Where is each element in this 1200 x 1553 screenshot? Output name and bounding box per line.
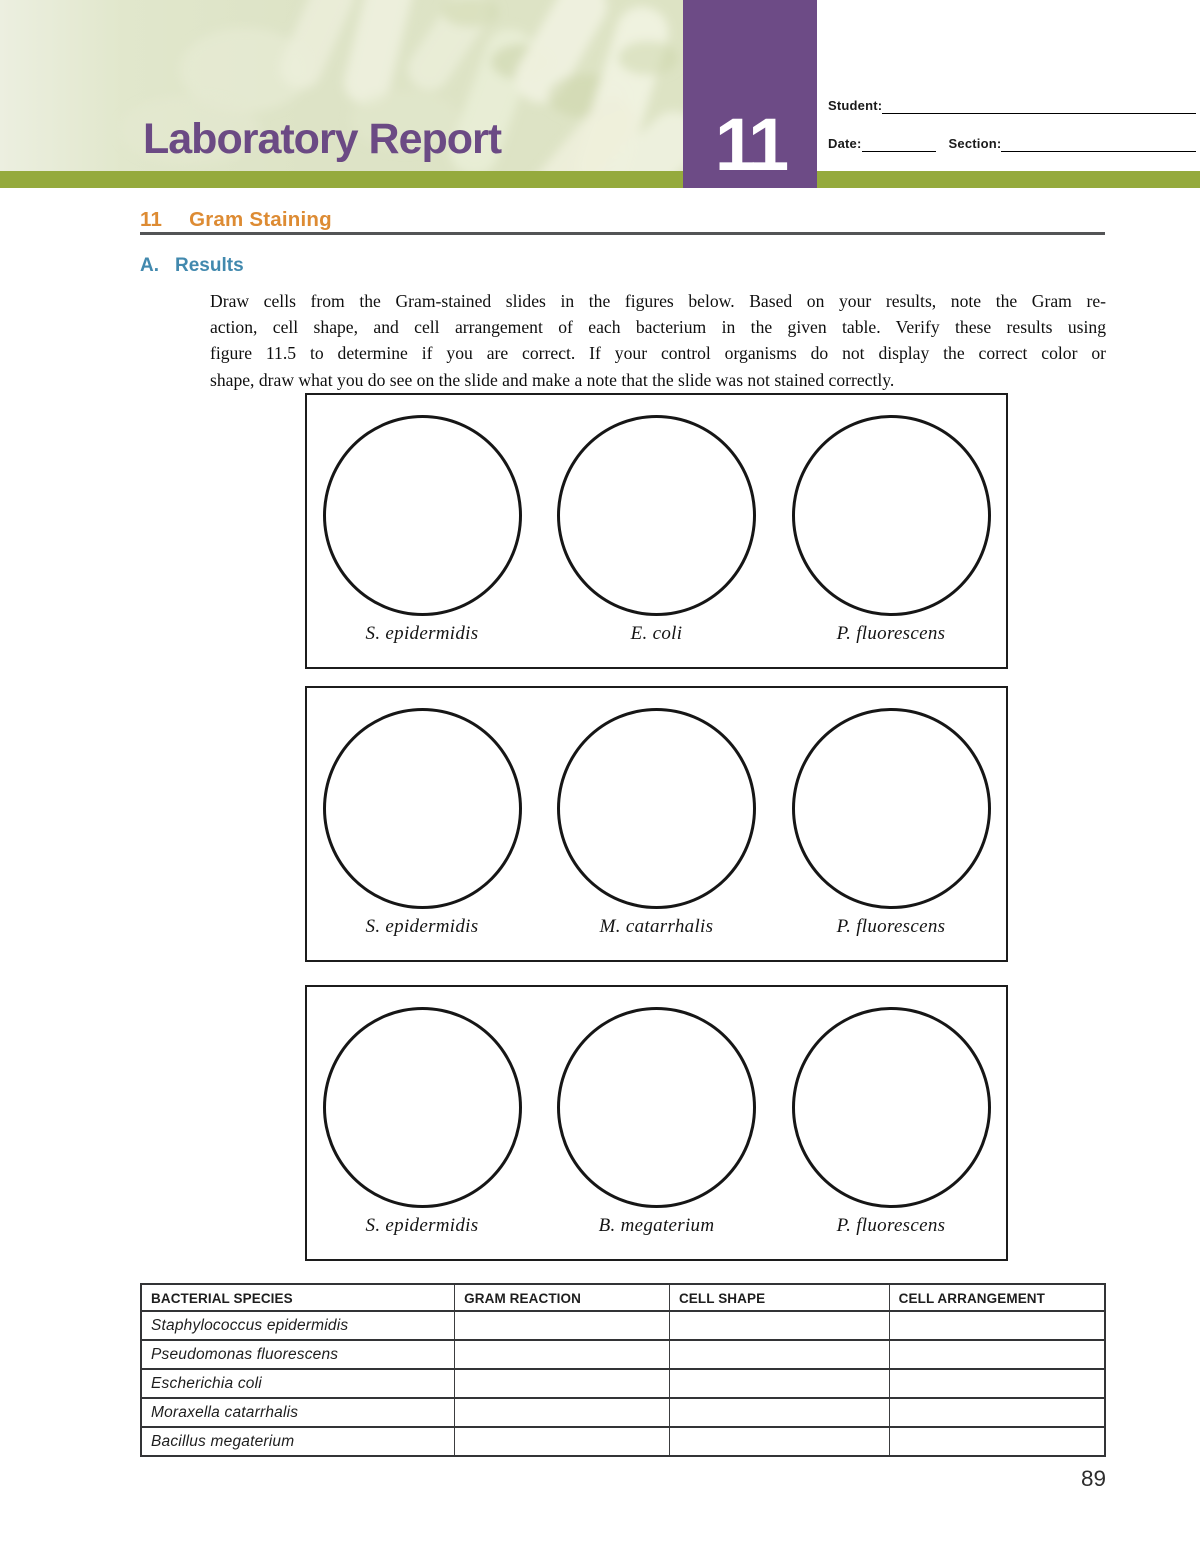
cell-arrangement-cell[interactable] bbox=[888, 1368, 1106, 1399]
drawing-circle[interactable] bbox=[322, 1007, 522, 1208]
paragraph-line: Draw cells from the Gram-stained slides … bbox=[210, 291, 1106, 311]
instructions-paragraph: Draw cells from the Gram-stained slides … bbox=[210, 288, 1106, 393]
drawing-circle[interactable] bbox=[791, 708, 991, 909]
date-input-line[interactable] bbox=[861, 138, 936, 152]
cell-shape-cell[interactable] bbox=[668, 1426, 890, 1457]
slide: S. epidermidis bbox=[316, 987, 528, 1259]
heading-rule bbox=[140, 232, 1105, 235]
slide: M. catarrhalis bbox=[551, 688, 763, 960]
gram-reaction-cell[interactable] bbox=[454, 1310, 670, 1341]
date-label: Date: bbox=[828, 136, 862, 151]
cell-arrangement-cell[interactable] bbox=[888, 1310, 1106, 1341]
drawing-circle[interactable] bbox=[322, 415, 522, 616]
slide: P. fluorescens bbox=[785, 688, 997, 960]
bacteria-micrograph-art bbox=[120, 0, 683, 171]
paragraph-line: action, cell shape, and cell arrangement… bbox=[210, 317, 1106, 338]
chapter-heading: 11 Gram Staining bbox=[140, 208, 332, 232]
species-cell: Moraxella catarrhalis bbox=[140, 1397, 456, 1428]
slide-label: S. epidermidis bbox=[365, 916, 479, 937]
student-info-fields: Student: Date: Section: bbox=[828, 0, 1196, 171]
chapter-number-box: 11 bbox=[683, 0, 817, 188]
paragraph-line: figure 11.5 to determine if you are corr… bbox=[210, 343, 1106, 364]
column-header-cell-arrangement: CELL ARRANGEMENT bbox=[888, 1283, 1106, 1312]
slide: S. epidermidis bbox=[316, 688, 528, 960]
drawing-circle[interactable] bbox=[791, 415, 991, 616]
gram-reaction-cell[interactable] bbox=[454, 1339, 670, 1370]
species-cell: Escherichia coli bbox=[140, 1368, 456, 1399]
table-row: Bacillus megaterium bbox=[140, 1426, 1106, 1457]
header-divider-bar bbox=[0, 171, 1200, 188]
cell-shape-cell[interactable] bbox=[668, 1397, 890, 1428]
drawing-circle[interactable] bbox=[557, 415, 756, 616]
figure-box-2: S. epidermidis M. catarrhalis P. fluores… bbox=[305, 686, 1008, 962]
drawing-circle[interactable] bbox=[322, 708, 522, 909]
cell-arrangement-cell[interactable] bbox=[888, 1397, 1106, 1428]
column-header-cell-shape: CELL SHAPE bbox=[668, 1283, 890, 1312]
section-input-line[interactable] bbox=[1001, 138, 1196, 152]
page-number: 89 bbox=[1080, 1466, 1106, 1491]
bacteria-texture-image bbox=[0, 0, 683, 171]
cell-shape-cell[interactable] bbox=[668, 1339, 890, 1370]
slide: P. fluorescens bbox=[785, 987, 997, 1259]
species-cell: Staphylococcus epidermidis bbox=[140, 1310, 456, 1341]
results-table: BACTERIAL SPECIES GRAM REACTION CELL SHA… bbox=[140, 1283, 1106, 1457]
figure-box-3: S. epidermidis B. megaterium P. fluoresc… bbox=[305, 985, 1008, 1261]
slide-label: P. fluorescens bbox=[836, 1215, 946, 1236]
date-section-field-row: Date: Section: bbox=[828, 134, 1196, 152]
header-banner: Laboratory Report 11 Student: Date: Sect… bbox=[0, 0, 1200, 188]
gram-reaction-cell[interactable] bbox=[454, 1368, 670, 1399]
student-input-line[interactable] bbox=[882, 100, 1196, 114]
slide-label: P. fluorescens bbox=[836, 916, 946, 937]
results-heading: A. Results bbox=[140, 255, 244, 277]
student-label: Student: bbox=[828, 98, 883, 113]
gram-reaction-cell[interactable] bbox=[454, 1397, 670, 1428]
slide-label: P. fluorescens bbox=[836, 623, 946, 644]
drawing-circle[interactable] bbox=[791, 1007, 991, 1208]
species-cell: Bacillus megaterium bbox=[140, 1426, 456, 1457]
report-title: Laboratory Report bbox=[143, 115, 502, 163]
slide-label: E. coli bbox=[630, 623, 683, 644]
slide-label: S. epidermidis bbox=[365, 623, 479, 644]
column-header-bacterial-species: BACTERIAL SPECIES bbox=[140, 1283, 456, 1312]
table-row: Escherichia coli bbox=[140, 1368, 1106, 1399]
section-label: Section: bbox=[948, 136, 1002, 151]
cell-arrangement-cell[interactable] bbox=[888, 1339, 1106, 1370]
slide: B. megaterium bbox=[551, 987, 763, 1259]
chapter-number: 11 bbox=[714, 103, 789, 187]
figure-box-1: S. epidermidis E. coli P. fluorescens bbox=[305, 393, 1008, 669]
species-cell: Pseudomonas fluorescens bbox=[140, 1339, 456, 1370]
slide-label: S. epidermidis bbox=[365, 1215, 479, 1236]
drawing-circle[interactable] bbox=[557, 1007, 756, 1208]
cell-shape-cell[interactable] bbox=[668, 1368, 890, 1399]
table-row: Moraxella catarrhalis bbox=[140, 1397, 1106, 1428]
slide: E. coli bbox=[551, 395, 763, 667]
cell-arrangement-cell[interactable] bbox=[888, 1426, 1106, 1457]
table-header-row: BACTERIAL SPECIES GRAM REACTION CELL SHA… bbox=[140, 1283, 1106, 1312]
slide: P. fluorescens bbox=[785, 395, 997, 667]
gram-reaction-cell[interactable] bbox=[454, 1426, 670, 1457]
student-field-row: Student: bbox=[828, 96, 1196, 114]
slide-label: B. megaterium bbox=[598, 1215, 715, 1236]
results-heading-title: Results bbox=[175, 255, 244, 276]
results-heading-letter: A. bbox=[140, 255, 159, 276]
table-row: Pseudomonas fluorescens bbox=[140, 1339, 1106, 1370]
column-header-gram-reaction: GRAM REACTION bbox=[454, 1283, 670, 1312]
chapter-heading-number: 11 bbox=[140, 208, 163, 231]
cell-shape-cell[interactable] bbox=[668, 1310, 890, 1341]
chapter-heading-title: Gram Staining bbox=[189, 208, 332, 231]
paragraph-line: shape, draw what you do see on the slide… bbox=[210, 369, 895, 390]
slide: S. epidermidis bbox=[316, 395, 528, 667]
table-row: Staphylococcus epidermidis bbox=[140, 1310, 1106, 1341]
drawing-circle[interactable] bbox=[557, 708, 756, 909]
slide-label: M. catarrhalis bbox=[599, 916, 714, 937]
